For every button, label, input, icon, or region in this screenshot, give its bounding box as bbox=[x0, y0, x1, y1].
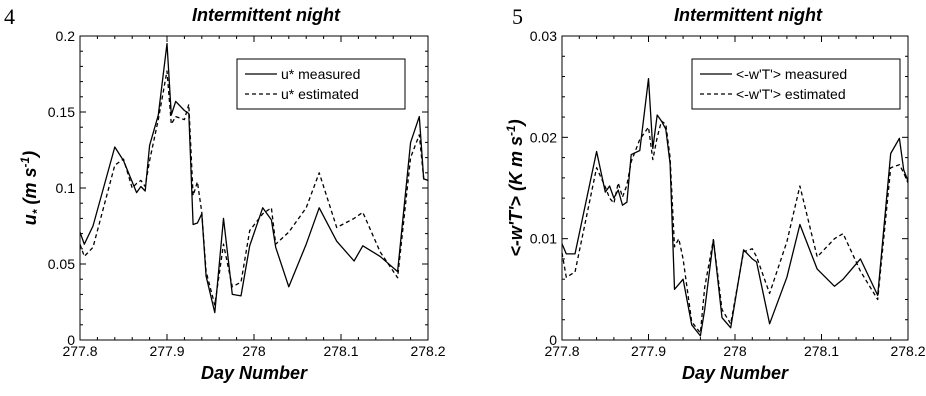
panel-2-ytick-label: 0.02 bbox=[530, 129, 557, 145]
panel-1-number: 4 bbox=[4, 4, 15, 29]
panel-1-ylabel-units: (m s bbox=[20, 167, 40, 204]
panel-2-ylabel-main: <-w'T'> bbox=[506, 196, 526, 257]
panel-2-series-estimated-line bbox=[561, 120, 909, 334]
panel-1-ytick-label: 0.1 bbox=[56, 180, 76, 196]
panel-1-xtick-label: 277.8 bbox=[62, 343, 97, 359]
panel-2-ytick-label: 0.03 bbox=[530, 28, 557, 44]
panel-1-ytick-label: 0 bbox=[67, 332, 75, 348]
panel-1-ylabel-sub: * bbox=[30, 208, 44, 214]
panel-2-xtick-label: 278 bbox=[723, 343, 747, 359]
panel-2-ytick-label: 0 bbox=[549, 332, 557, 348]
panel-2-legend-label: <-w'T'> measured bbox=[736, 66, 847, 82]
panel-1-ytick-label: 0.15 bbox=[48, 104, 75, 120]
panel-1-ylabel-exp: -1 bbox=[18, 156, 32, 167]
panel-2-ytick-label: 0.01 bbox=[530, 231, 557, 247]
panel-1-ytick-label: 0.05 bbox=[48, 256, 75, 272]
panel-2-ylabel-close: ) bbox=[506, 119, 526, 127]
panel-1-xtick-label: 277.9 bbox=[149, 343, 184, 359]
panel-1: 4 Intermittent night 277.8 277.9 278 278.1 278… bbox=[4, 4, 446, 383]
panel-1-xtick-label: 278.2 bbox=[410, 343, 445, 359]
panel-1-ylabel-close: ) bbox=[20, 151, 40, 159]
panel-2-legend-box bbox=[691, 58, 901, 110]
panel-2-xtick-label: 277.8 bbox=[544, 343, 579, 359]
panel-2-series-measured-line bbox=[561, 77, 909, 337]
panel-1-ylabel-main: u bbox=[20, 214, 40, 225]
panel-2-xlabel: Day Number bbox=[682, 363, 789, 383]
panel-1-title: Intermittent night bbox=[192, 5, 341, 25]
panel-2-ylabel: <-w'T'> (K m s-1) bbox=[504, 119, 526, 256]
panel-1-legend-box bbox=[236, 58, 406, 110]
panel-1-ylabel: u* (m s-1) bbox=[18, 151, 44, 225]
panel-2-xtick-label: 278.1 bbox=[804, 343, 839, 359]
panel-1-series-estimated-line bbox=[79, 70, 429, 306]
panel-2-xtick-label: 278.2 bbox=[890, 343, 925, 359]
panel-1-legend-label: u* measured bbox=[281, 66, 360, 82]
panel-2-ylabel-exp: -1 bbox=[504, 125, 518, 136]
panel-1-ytick-label: 0.2 bbox=[56, 28, 76, 44]
panel-1-xtick-label: 278.1 bbox=[323, 343, 358, 359]
panel-1-legend-label: u* estimated bbox=[281, 86, 359, 102]
panel-2-xtick-label: 277.9 bbox=[631, 343, 666, 359]
panel-2-ylabel-units: (K m s bbox=[506, 136, 526, 191]
panel-2-number: 5 bbox=[512, 4, 523, 29]
panel-1-series-measured-line bbox=[79, 42, 429, 314]
panel-1-xlabel: Day Number bbox=[201, 363, 308, 383]
panel-2: 5 Intermittent night 277.8 277.9 278 278.1 278… bbox=[504, 4, 926, 383]
panel-2-legend-label: <-w'T'> estimated bbox=[736, 86, 846, 102]
panel-1-xtick-label: 278 bbox=[242, 343, 266, 359]
panel-2-title: Intermittent night bbox=[674, 5, 823, 25]
